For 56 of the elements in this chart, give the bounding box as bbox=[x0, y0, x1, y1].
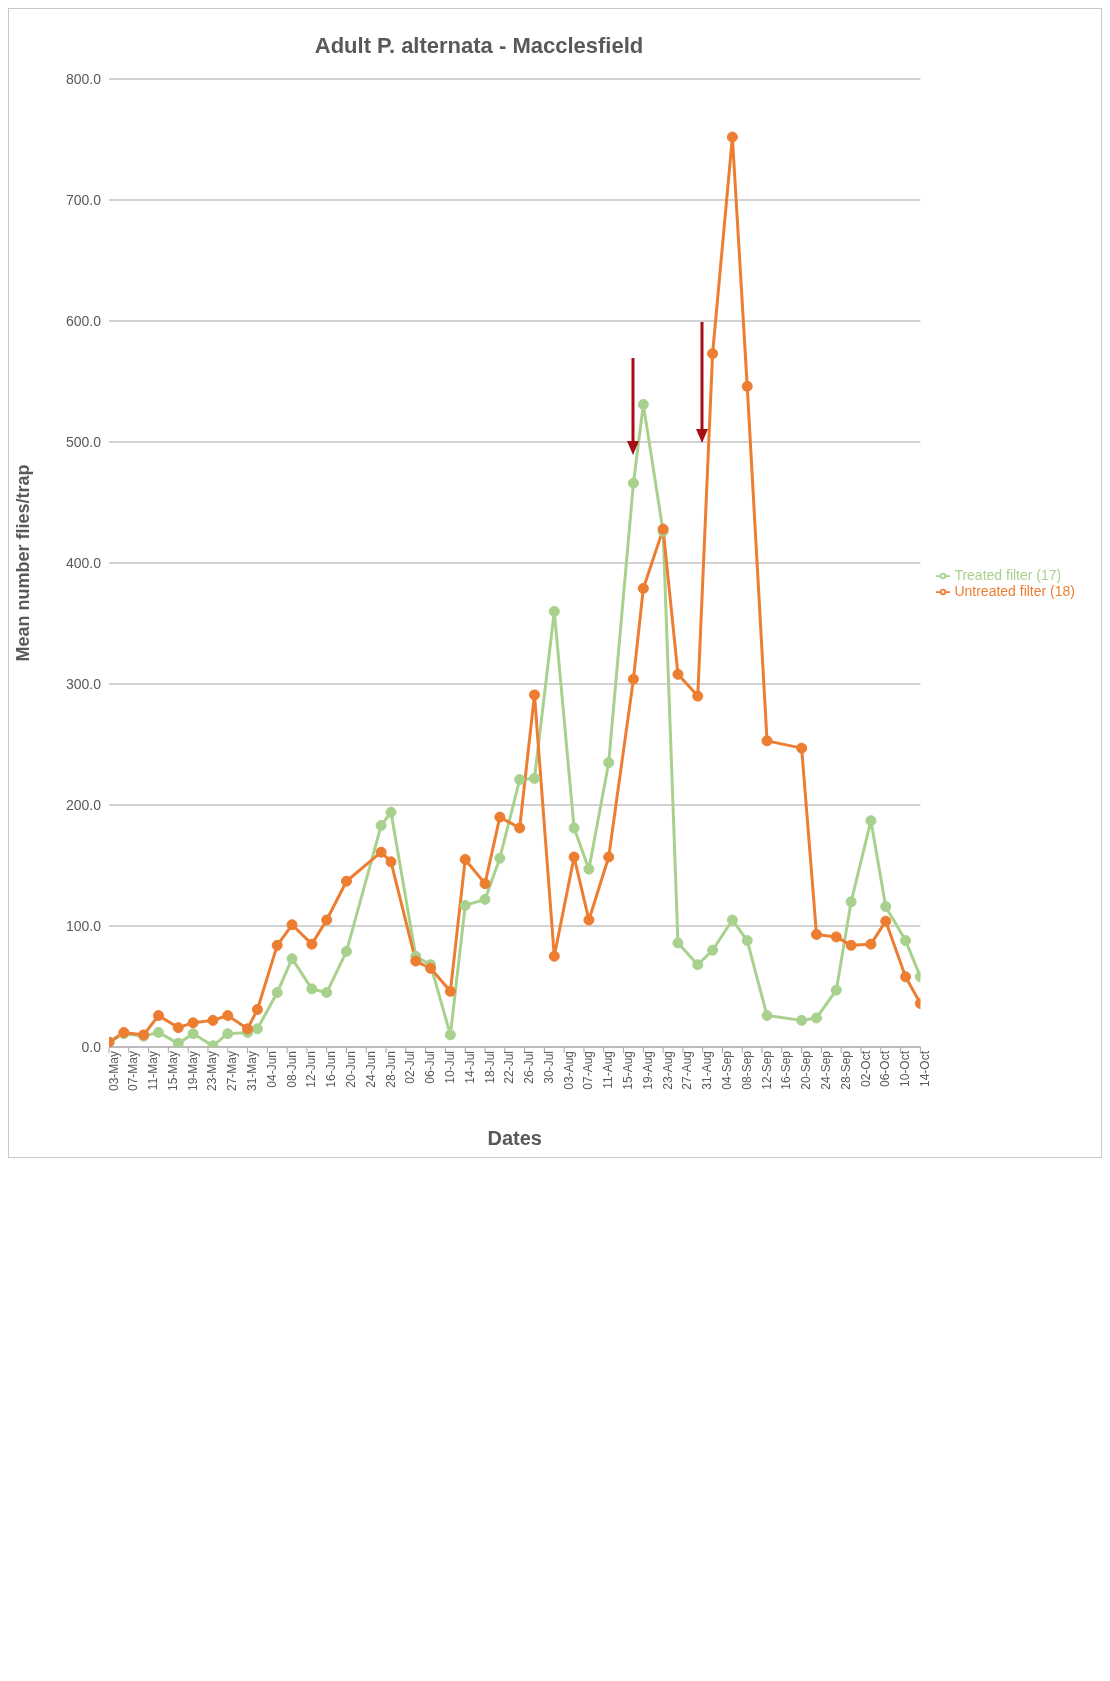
legend-label: Untreated filter (18) bbox=[954, 583, 1075, 599]
x-tick-label: 28-Jun bbox=[383, 1051, 398, 1088]
chart-title: Adult P. alternata - Macclesfield bbox=[313, 33, 645, 59]
x-tick-label: 07-Aug bbox=[581, 1051, 596, 1090]
x-tick-label: 30-Jul bbox=[541, 1051, 556, 1084]
x-tick-label: 06-Jul bbox=[423, 1051, 438, 1084]
legend-label: Treated filter (17) bbox=[954, 566, 1062, 583]
x-tick-label: 12-Sep bbox=[759, 1050, 774, 1090]
x-tick-label: 20-Jun bbox=[344, 1051, 358, 1088]
x-tick-label: 23-May bbox=[205, 1051, 220, 1092]
x-tick-label: 27-May bbox=[225, 1051, 240, 1092]
x-tick-label: 28-Sep bbox=[838, 1050, 853, 1090]
x-tick-label: 18-Jul bbox=[482, 1051, 497, 1084]
y-tick-label: 400.0 bbox=[65, 554, 102, 571]
y-tick-label: 700.0 bbox=[65, 191, 102, 208]
y-axis-title: Mean number flies/trap bbox=[13, 464, 34, 662]
x-tick-label: 20-Sep bbox=[799, 1050, 814, 1090]
x-tick-label: 14-Oct bbox=[917, 1050, 932, 1088]
y-tick-label: 0.0 bbox=[81, 1038, 102, 1055]
x-tick-label: 27-Aug bbox=[680, 1051, 695, 1090]
y-tick-label: 200.0 bbox=[65, 796, 102, 813]
x-tick-label: 04-Sep bbox=[720, 1050, 735, 1090]
x-tick-label: 04-Jun bbox=[264, 1051, 279, 1088]
x-tick-label: 31-Aug bbox=[700, 1051, 715, 1090]
x-tick-label: 26-Jul bbox=[522, 1051, 537, 1084]
x-tick-label: 02-Oct bbox=[858, 1050, 873, 1088]
x-tick-label: 12-Jun bbox=[304, 1051, 319, 1088]
x-tick-label: 16-Sep bbox=[779, 1050, 794, 1090]
x-tick-label: 19-May bbox=[185, 1051, 200, 1092]
x-tick-label: 15-May bbox=[165, 1051, 180, 1092]
x-tick-label: 02-Jul bbox=[403, 1051, 418, 1084]
x-tick-label: 10-Jul bbox=[442, 1051, 457, 1084]
x-tick-label: 08-Sep bbox=[739, 1050, 754, 1090]
x-tick-label: 15-Aug bbox=[621, 1051, 636, 1090]
x-tick-label: 07-May bbox=[126, 1051, 141, 1092]
x-tick-label: 08-Jun bbox=[284, 1051, 299, 1088]
x-tick-label: 03-Aug bbox=[561, 1051, 576, 1090]
x-tick-label: 11-Aug bbox=[601, 1051, 616, 1089]
x-tick-label: 03-May bbox=[106, 1051, 121, 1092]
y-tick-label: 500.0 bbox=[65, 433, 102, 450]
y-tick-label: 100.0 bbox=[65, 917, 102, 934]
x-tick-label: 10-Oct bbox=[898, 1050, 913, 1088]
x-tick-label: 14-Jul bbox=[462, 1051, 477, 1084]
x-tick-label: 06-Oct bbox=[878, 1050, 893, 1088]
x-tick-label: 31-May bbox=[245, 1051, 260, 1092]
x-tick-label: 24-Jun bbox=[363, 1051, 378, 1088]
x-tick-label: 16-Jun bbox=[324, 1051, 339, 1088]
y-tick-label: 600.0 bbox=[65, 312, 102, 329]
y-tick-label: 300.0 bbox=[65, 675, 102, 692]
x-tick-label: 23-Aug bbox=[660, 1051, 675, 1090]
x-tick-label: 24-Sep bbox=[818, 1050, 833, 1090]
x-axis-title: Dates bbox=[487, 1127, 542, 1149]
x-tick-label: 22-Jul bbox=[502, 1051, 517, 1084]
y-tick-label: 800.0 bbox=[65, 70, 102, 87]
x-tick-label: 19-Aug bbox=[640, 1051, 655, 1090]
x-tick-label: 11-May bbox=[146, 1051, 161, 1091]
